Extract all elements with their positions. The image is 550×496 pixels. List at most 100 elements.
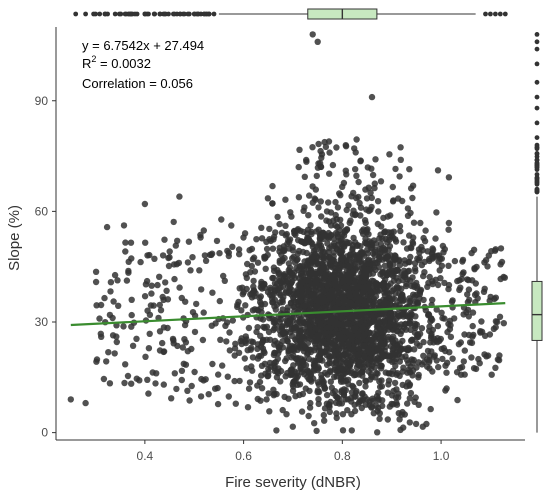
x-outlier [162,11,168,17]
data-point [464,306,472,314]
data-point [198,286,205,293]
data-point [147,302,155,309]
data-point [454,396,461,404]
data-point [258,235,266,242]
regression-line-group [70,301,506,327]
data-point [191,312,199,319]
data-point [327,222,335,229]
y-outlier [534,146,540,152]
data-point [376,415,383,422]
data-point [324,233,331,240]
data-point [236,285,243,292]
data-point [390,387,397,395]
data-point [421,358,428,366]
data-point [309,144,316,151]
data-point [468,354,475,361]
data-point [356,297,363,304]
data-point [362,314,369,321]
data-point [249,307,257,314]
data-point [225,393,232,400]
data-point [426,352,433,360]
data-point [278,323,286,331]
data-point [321,297,328,305]
data-point [418,243,425,251]
data-point [396,173,403,180]
data-point [215,371,222,378]
x-outlier [177,11,183,17]
data-point [418,261,426,269]
data-point [291,298,299,305]
x-outlier [201,11,207,17]
data-point [390,345,397,352]
data-point [347,299,354,307]
x-outlier [191,11,197,17]
y-outlier [534,157,540,163]
data-point [394,370,401,377]
data-point [318,213,325,220]
data-point [368,277,376,284]
data-point [339,305,347,312]
data-point [380,328,387,335]
data-point [312,344,319,351]
data-point [313,172,320,180]
data-point [338,388,345,396]
data-point [200,309,207,316]
data-point [148,282,155,289]
data-point [365,231,372,238]
data-point [223,338,230,345]
data-point [391,379,399,387]
data-point [236,377,243,385]
y-tick-label: 90 [35,94,49,108]
data-point [387,212,394,219]
data-point [231,377,238,385]
data-point [242,333,249,340]
data-point [343,283,350,290]
data-point [372,156,379,163]
x-outlier [211,11,217,17]
data-point [170,337,177,344]
data-point [308,230,315,238]
data-point [403,282,410,290]
data-point [289,423,296,430]
data-point [457,339,464,346]
data-point [244,404,252,411]
data-point [375,320,383,327]
data-point [209,360,216,368]
data-point [205,391,212,398]
data-point [333,410,340,417]
data-point [361,363,368,371]
data-point [362,383,369,390]
data-point [456,364,464,372]
data-point [367,189,374,196]
data-point [377,340,384,348]
data-point [315,140,322,148]
data-point [371,364,379,371]
x-tick-label: 0.4 [137,449,154,463]
data-point [409,367,417,374]
data-point [327,378,334,385]
data-point [301,173,308,180]
data-point [434,335,441,342]
data-point [478,318,485,325]
data-point [484,263,491,270]
data-point [383,255,390,262]
data-point [404,369,411,376]
data-point [299,238,306,246]
data-point [406,395,413,402]
data-point [459,258,466,265]
data-point [421,269,428,276]
data-point [332,198,339,206]
data-point [445,285,452,293]
data-point [362,186,369,193]
data-point [399,337,406,345]
data-point [284,307,291,314]
data-point [445,262,452,269]
data-point [148,290,155,297]
data-point [250,277,257,285]
data-point [319,338,327,345]
data-point [424,363,431,370]
data-point [201,252,209,259]
data-point [354,319,362,326]
data-point [303,277,310,284]
x-outlier [157,11,163,17]
